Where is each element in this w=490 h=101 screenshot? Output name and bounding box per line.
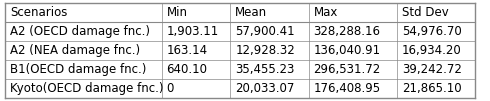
Text: A2 (OECD damage fnc.): A2 (OECD damage fnc.) xyxy=(10,25,150,38)
Text: 0: 0 xyxy=(167,82,174,95)
Bar xyxy=(162,79,230,98)
Bar xyxy=(5,3,162,22)
Text: 163.14: 163.14 xyxy=(167,44,208,57)
Bar xyxy=(230,60,309,79)
Bar xyxy=(309,79,397,98)
Bar xyxy=(309,41,397,60)
Bar xyxy=(230,22,309,41)
Text: 12,928.32: 12,928.32 xyxy=(235,44,295,57)
Bar xyxy=(162,22,230,41)
Text: 21,865.10: 21,865.10 xyxy=(402,82,462,95)
Bar xyxy=(5,79,162,98)
Bar xyxy=(397,3,475,22)
Bar xyxy=(5,60,162,79)
Text: 176,408.95: 176,408.95 xyxy=(314,82,381,95)
Text: 54,976.70: 54,976.70 xyxy=(402,25,462,38)
Text: Max: Max xyxy=(314,6,338,19)
Text: 20,033.07: 20,033.07 xyxy=(235,82,294,95)
Bar xyxy=(309,3,397,22)
Bar xyxy=(5,41,162,60)
Bar xyxy=(309,22,397,41)
Text: Kyoto(OECD damage fnc.): Kyoto(OECD damage fnc.) xyxy=(10,82,163,95)
Text: 16,934.20: 16,934.20 xyxy=(402,44,462,57)
Bar xyxy=(162,41,230,60)
Bar xyxy=(230,79,309,98)
Text: B1(OECD damage fnc.): B1(OECD damage fnc.) xyxy=(10,63,146,76)
Text: 640.10: 640.10 xyxy=(167,63,208,76)
Bar xyxy=(162,60,230,79)
Text: 328,288.16: 328,288.16 xyxy=(314,25,381,38)
Bar xyxy=(397,41,475,60)
Text: 39,242.72: 39,242.72 xyxy=(402,63,462,76)
Bar xyxy=(5,22,162,41)
Text: 1,903.11: 1,903.11 xyxy=(167,25,219,38)
Bar xyxy=(230,3,309,22)
Bar xyxy=(397,22,475,41)
Bar xyxy=(230,41,309,60)
Text: 35,455.23: 35,455.23 xyxy=(235,63,294,76)
Text: Min: Min xyxy=(167,6,188,19)
Text: Std Dev: Std Dev xyxy=(402,6,448,19)
Text: 136,040.91: 136,040.91 xyxy=(314,44,381,57)
Text: Scenarios: Scenarios xyxy=(10,6,67,19)
Text: Mean: Mean xyxy=(235,6,268,19)
Bar xyxy=(397,79,475,98)
Bar xyxy=(309,60,397,79)
Text: 296,531.72: 296,531.72 xyxy=(314,63,381,76)
Text: 57,900.41: 57,900.41 xyxy=(235,25,295,38)
Bar xyxy=(397,60,475,79)
Bar xyxy=(162,3,230,22)
Text: A2 (NEA damage fnc.): A2 (NEA damage fnc.) xyxy=(10,44,140,57)
